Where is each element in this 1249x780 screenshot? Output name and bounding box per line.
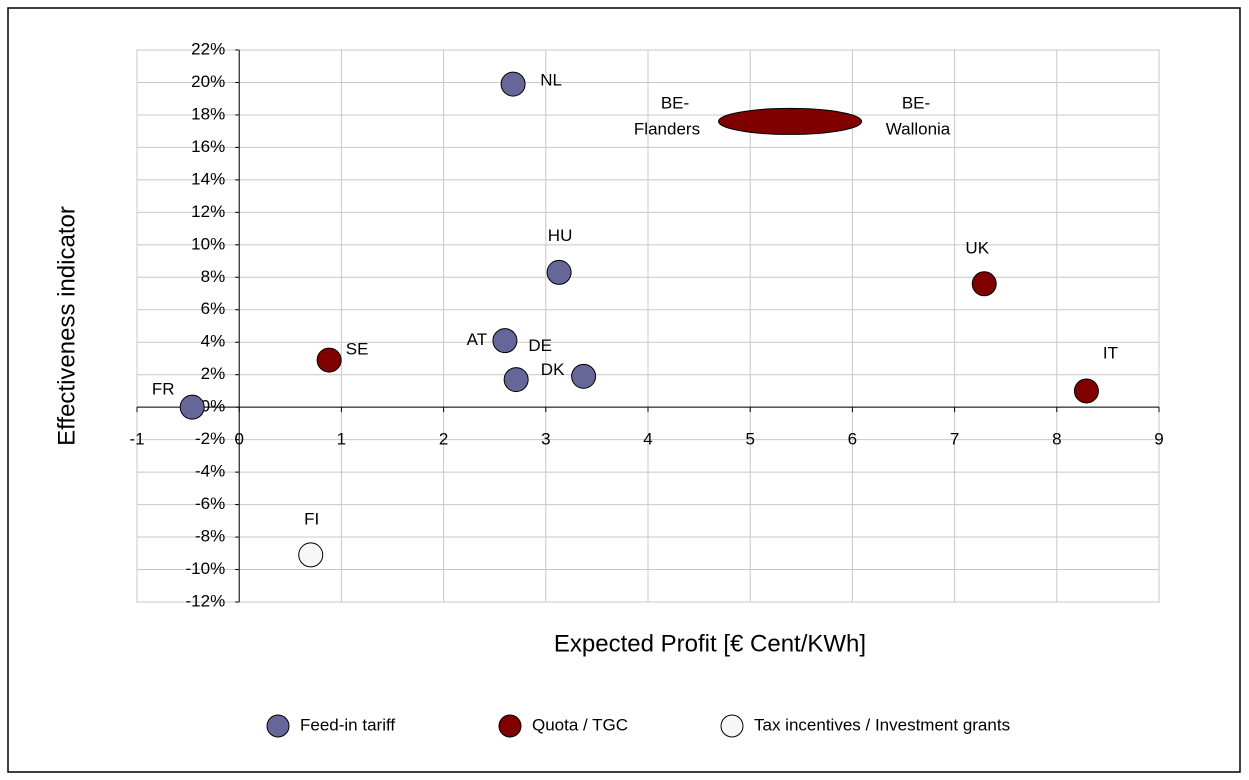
x-tick-label: 4 [643,430,652,449]
y-tick-label: 8% [201,267,226,286]
point [503,367,529,393]
x-axis-title: Expected Profit [€ Cent/KWh] [554,630,866,657]
point-label: SE [346,340,369,359]
point-label: DE [528,336,552,355]
point [179,394,205,420]
x-tick-label: -1 [129,430,144,449]
y-tick-label: -10% [186,559,226,578]
point-label: HU [548,226,573,245]
y-tick-label: -4% [195,462,225,481]
y-tick-label: -6% [195,494,225,513]
point-label: IT [1103,343,1118,362]
y-tick-label: 6% [201,299,226,318]
x-tick-label: 7 [950,430,959,449]
point-label: FR [152,380,175,399]
x-tick-label: 1 [337,430,346,449]
point [571,363,597,389]
point-label: DK [541,360,565,379]
legend-marker [266,714,290,738]
point-label: NL [540,71,562,90]
legend-label: Feed-in tariff [300,715,395,734]
y-tick-label: 16% [191,137,225,156]
point [316,347,342,373]
y-tick-label: 4% [201,332,226,351]
y-tick-label: -12% [186,591,226,610]
legend-marker [720,714,744,738]
y-axis-title: Effectiveness indicator [53,206,80,446]
y-tick-label: 12% [191,202,225,221]
legend-marker [498,714,522,738]
point [971,271,997,297]
y-tick-label: 20% [191,72,225,91]
y-tick-label: 22% [191,39,225,58]
point [298,542,324,568]
x-tick-label: 6 [848,430,857,449]
annotation: Flanders [634,119,700,138]
y-tick-label: -2% [195,429,225,448]
y-tick-label: 0% [201,397,226,416]
y-tick-label: 10% [191,234,225,253]
point-label: AT [467,330,487,349]
x-tick-label: 2 [439,430,448,449]
point [492,328,518,354]
annotation: BE- [902,93,930,112]
point [500,71,526,97]
legend-label: Tax incentives / Investment grants [754,715,1010,734]
x-tick-label: 5 [745,430,754,449]
point [546,259,572,285]
y-tick-label: 18% [191,104,225,123]
annotation: Wallonia [886,119,951,138]
legend-label: Quota / TGC [532,715,628,734]
y-tick-label: -8% [195,527,225,546]
x-tick-label: 8 [1052,430,1061,449]
point-label: UK [965,238,989,257]
y-tick-label: 2% [201,364,226,383]
x-tick-label: 9 [1154,430,1163,449]
point [718,107,863,135]
annotation: BE- [661,93,689,112]
x-tick-label: 3 [541,430,550,449]
y-tick-label: 14% [191,169,225,188]
point-label: FI [304,509,319,528]
point [1073,378,1099,404]
